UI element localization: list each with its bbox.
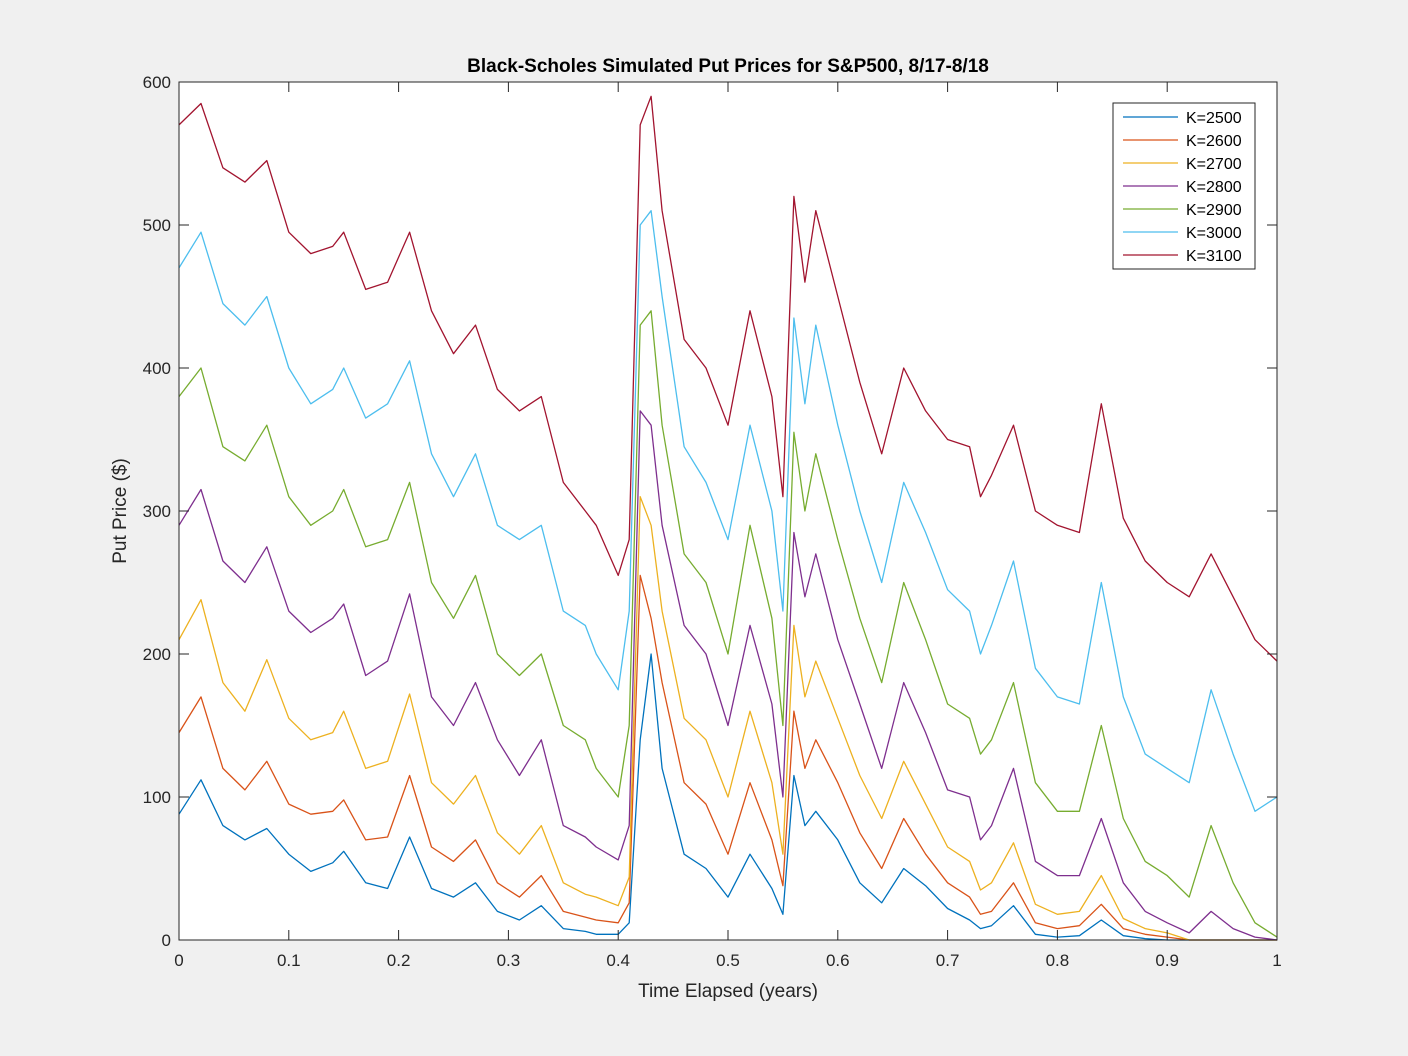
x-tick-label: 0.5 [716,951,740,970]
y-tick-label: 500 [143,216,171,235]
x-tick-label: 0.3 [497,951,521,970]
x-axis-label: Time Elapsed (years) [638,981,818,1002]
legend-label-2: K=2600 [1186,133,1242,150]
legend: K=2500 K=2600 K=2700 K=2800 K=2900 K=3000 K=31… [1112,102,1256,270]
x-tick-label: 0.4 [606,951,630,970]
legend-label-4: K=2800 [1186,179,1242,196]
y-axis-label: Put Price ($) [110,458,131,564]
y-tick-label: 200 [143,645,171,664]
series-line-1 [178,653,1277,941]
series-line-7 [178,95,1278,662]
series-line-6 [178,210,1278,812]
y-tick-label: 0 [162,931,171,950]
legend-label-7: K=3100 [1186,248,1242,265]
x-tick-label: 0.2 [387,951,411,970]
legend-label-3: K=2700 [1186,156,1242,173]
x-tick-label: 0.1 [277,951,301,970]
x-tick-label: 0 [174,951,183,970]
y-tick-label: 400 [143,359,171,378]
y-axis: 0 100 200 300 400 500 600 [143,73,1277,950]
series-line-4 [178,410,1278,941]
x-tick-label: 0.7 [936,951,960,970]
x-tick-label: 1 [1272,951,1281,970]
legend-label-1: K=2500 [1186,110,1242,127]
series-lines [178,95,1278,941]
series-line-2 [178,574,1277,941]
y-tick-label: 300 [143,502,171,521]
chart-title: Black-Scholes Simulated Put Prices for S… [467,56,989,77]
y-tick-label: 100 [143,788,171,807]
legend-label-6: K=3000 [1186,225,1242,242]
series-line-5 [178,310,1278,938]
x-axis: 0 0.1 0.2 0.3 0.4 0.5 0.6 0.7 0.8 0.9 1 [174,82,1282,970]
x-tick-label: 0.9 [1155,951,1179,970]
x-tick-label: 0.6 [826,951,850,970]
legend-label-5: K=2900 [1186,202,1242,219]
series-line-3 [178,496,1277,941]
plot-area [179,82,1277,940]
y-tick-label: 600 [143,73,171,92]
x-tick-label: 0.8 [1046,951,1070,970]
